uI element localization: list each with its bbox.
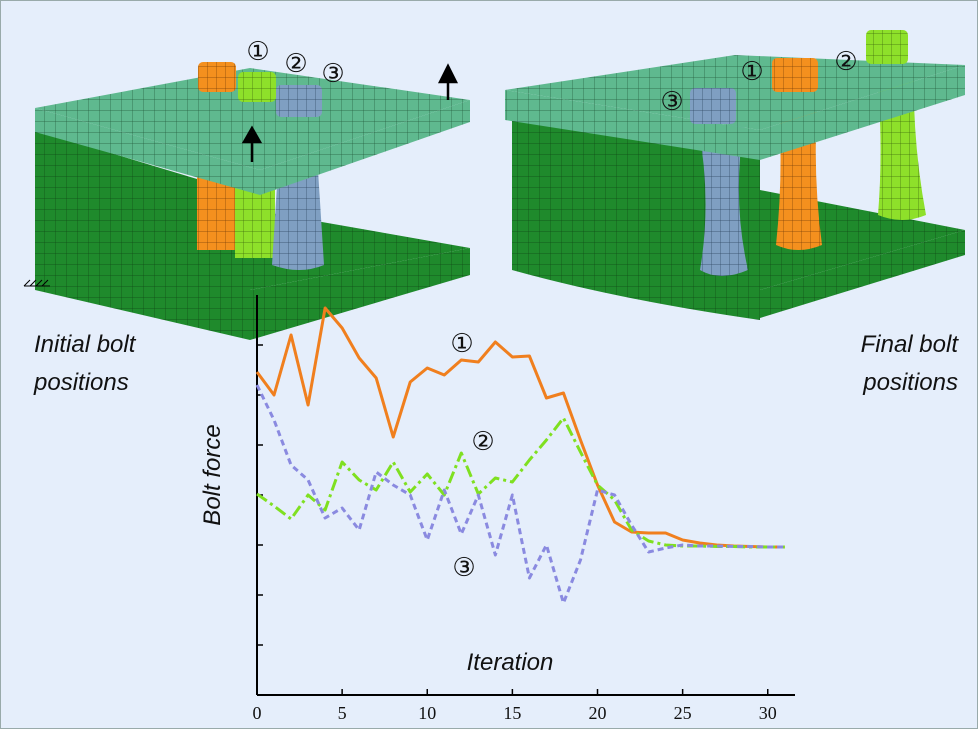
x-tick-label: 30 (759, 703, 777, 723)
bolt-label: ② (834, 47, 857, 77)
caption: Initial bolt (34, 331, 137, 358)
series-label: ③ (452, 553, 475, 583)
caption: positions (33, 369, 129, 396)
caption: Final bolt (861, 331, 960, 358)
x-tick-label: 0 (253, 703, 262, 723)
x-tick-label: 25 (674, 703, 692, 723)
caption: positions (862, 369, 958, 396)
bolt-label: ③ (660, 87, 683, 117)
bolt-label: ① (740, 57, 763, 87)
bolt-label: ② (284, 49, 307, 79)
x-tick-label: 10 (418, 703, 436, 723)
series-label: ① (450, 329, 473, 359)
x-tick-label: 15 (503, 703, 521, 723)
y-axis-label: Bolt force (199, 424, 226, 525)
series-label: ② (471, 427, 494, 457)
bolt-label: ③ (321, 59, 344, 89)
x-axis-label: Iteration (467, 649, 554, 676)
figure: ① ② ③ ① ② ③ Initial bolt positions Final… (0, 0, 978, 729)
x-tick-label: 20 (589, 703, 607, 723)
x-tick-label: 5 (338, 703, 347, 723)
bolt-label: ① (246, 37, 269, 67)
